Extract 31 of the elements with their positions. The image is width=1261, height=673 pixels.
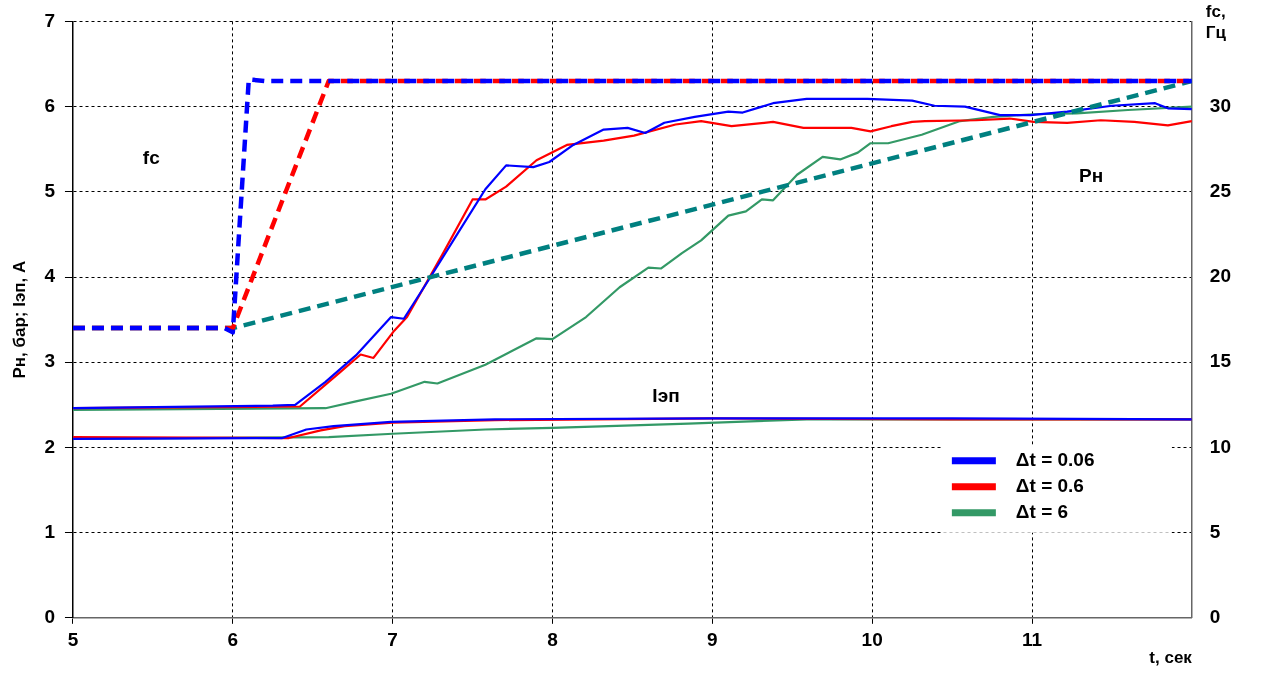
y-axis-title: Рн, бар; Iэп, А (9, 260, 29, 379)
legend-label: Δt = 6 (1015, 501, 1069, 523)
y2-axis-title: fc, Гц (1205, 2, 1227, 43)
annotation: fc (142, 146, 161, 168)
annotation: Рн (1079, 164, 1104, 186)
y2-tick-label: 20 (1209, 265, 1232, 287)
x-tick-label: 6 (227, 629, 239, 651)
x-tick-label: 11 (1021, 629, 1043, 651)
y-tick-label: 1 (44, 520, 56, 542)
y-tick-label: 5 (44, 180, 56, 202)
y2-tick-label: 5 (1209, 520, 1221, 542)
x-axis-title: t, сек (1149, 648, 1193, 668)
y-tick-label: 3 (44, 350, 55, 372)
y2-tick-label: 15 (1209, 350, 1232, 372)
y2-tick-label: 0 (1209, 606, 1221, 628)
legend-label: Δt = 0.06 (1015, 449, 1095, 471)
legend-label: Δt = 0.6 (1015, 475, 1084, 497)
x-tick-label: 7 (387, 629, 398, 651)
x-tick-label: 10 (861, 629, 883, 651)
x-tick-label: 9 (707, 629, 718, 651)
y2-tick-label: 10 (1209, 435, 1232, 457)
x-tick-label: 5 (67, 629, 79, 651)
y-tick-label: 6 (44, 94, 55, 116)
annotation: Iэп (652, 385, 680, 407)
y2-tick-label: 25 (1209, 180, 1232, 202)
y-tick-label: 4 (44, 265, 56, 287)
x-tick-label: 8 (547, 629, 558, 651)
y-tick-label: 2 (44, 435, 55, 457)
y-tick-label: 0 (44, 606, 55, 628)
y-tick-label: 7 (44, 9, 55, 31)
y2-tick-label: 30 (1209, 94, 1232, 116)
